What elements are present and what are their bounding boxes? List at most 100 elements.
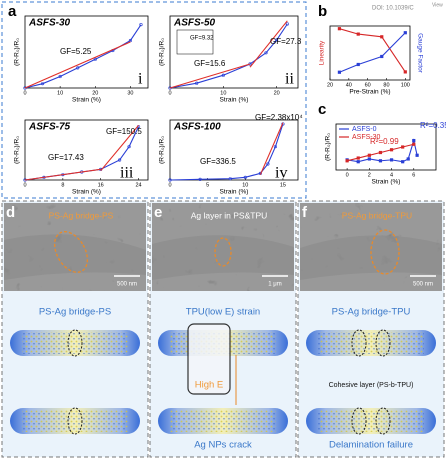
annotation: GF=2.38x10⁴ [255,113,303,122]
x-tick-label: 10 [220,90,226,96]
series-marker [139,23,143,27]
annotation: GF=336.5 [200,157,236,166]
watermark: DOI: 10.1039/C [372,6,414,12]
watermark: View [432,2,443,8]
x-tick-label: 20 [274,90,280,96]
annotation: GF=5.25 [60,47,92,56]
sem-fiber [4,234,146,280]
series-marker [40,82,45,86]
annotation: iv [275,165,287,182]
series-marker [367,153,371,157]
series-marker [356,156,360,160]
fiber-rod-dots [22,410,128,432]
highlight-ellipse [53,231,89,273]
x-tick-label: 30 [127,90,133,96]
panel-label: e [154,204,162,221]
series-marker [356,32,360,36]
series-marker [367,157,371,161]
x-tick-label: 16 [98,182,104,188]
sem-title: Ag layer in PS&TPU [191,210,268,220]
series-line [100,124,139,172]
x-tick-label: 20 [92,90,98,96]
caption: Delamination failure [329,440,413,451]
x-tick-label: 0 [23,182,26,188]
annotation: GF=27.3 [270,37,302,46]
highlight-ellipse [214,237,232,267]
sem-title: PS-Ag bridge-TPU [342,210,412,220]
annotation: GF=9.32 [190,36,214,42]
plot-frame [169,119,299,181]
series-marker [380,54,384,59]
scale-bar-label: 500 nm [117,282,137,288]
series-line [339,32,406,73]
series-marker [356,62,360,67]
caption: High E [195,380,224,391]
x-tick-label: 0 [346,172,349,178]
series-marker [275,38,279,42]
x-tick-label: 100 [401,82,410,88]
legend-label: ASFS-30 [352,134,381,141]
y-axis-label: (R-R₀)/R₀ [159,136,166,164]
series-marker [401,160,405,164]
annotation: iii [120,165,134,182]
series-marker [243,175,247,179]
plot-frame [169,15,299,89]
caption: Ag NPs crack [194,440,252,451]
scale-bar-label: 500 nm [413,282,433,288]
series-line [24,24,142,89]
y2-axis-label: Gauge Factor [416,33,423,74]
x-tick-label: 2 [368,172,371,178]
series-marker [118,158,122,162]
fiber-rod-dots [22,332,128,354]
annotation: ii [285,71,294,88]
x-tick-label: 24 [135,182,141,188]
series-marker [403,31,407,35]
interface-mark [375,407,391,435]
panel-label: b [318,3,327,20]
x-tick-label: 15 [280,182,286,188]
annotation: R²=0.99 [370,137,399,146]
modulus-box [187,323,231,395]
series-marker [337,70,342,74]
series-line [339,28,406,73]
y-axis-label: (R-R₀)/R₀ [159,38,166,66]
chart-title: ASFS-50 [173,18,216,29]
x-tick-label: 80 [383,82,389,88]
series-marker [266,162,270,166]
chart-title: ASFS-75 [28,122,71,133]
x-axis-label: Strain (%) [220,189,249,196]
series-marker [403,70,407,74]
x-axis-label: Strain (%) [220,97,249,104]
annotation: R²=0.35 [420,121,446,130]
x-tick-label: 0 [168,90,171,96]
series-marker [356,160,360,164]
series-marker [378,159,383,163]
x-tick-label: 10 [242,182,248,188]
x-tick-label: 5 [206,182,209,188]
series-marker [401,145,405,149]
annotation: GF=150.5 [106,127,142,136]
series-marker [412,142,416,146]
series-line [249,20,288,68]
interface-mark [375,329,391,357]
x-tick-label: 10 [57,90,63,96]
series-marker [264,51,268,55]
x-tick-label: 4 [390,172,393,178]
caption: PS-Ag bridge-TPU [332,307,411,318]
series-marker [168,178,172,182]
y-axis-label: Linearity [319,40,326,65]
fiber-rod-dots [170,410,276,432]
series-marker [389,148,394,152]
x-axis-label: Strain (%) [72,189,101,196]
series-marker [228,177,232,181]
x-axis-label: Pre-Strain (%) [349,89,390,96]
interface-mark [351,329,367,357]
series-marker [406,157,410,161]
series-marker [221,73,225,77]
y-axis-label: (R-R₀)/R₀ [14,38,21,66]
series-line [24,168,101,181]
series-marker [378,150,383,155]
fiber-rod-dots [318,410,424,432]
series-marker [285,22,289,26]
